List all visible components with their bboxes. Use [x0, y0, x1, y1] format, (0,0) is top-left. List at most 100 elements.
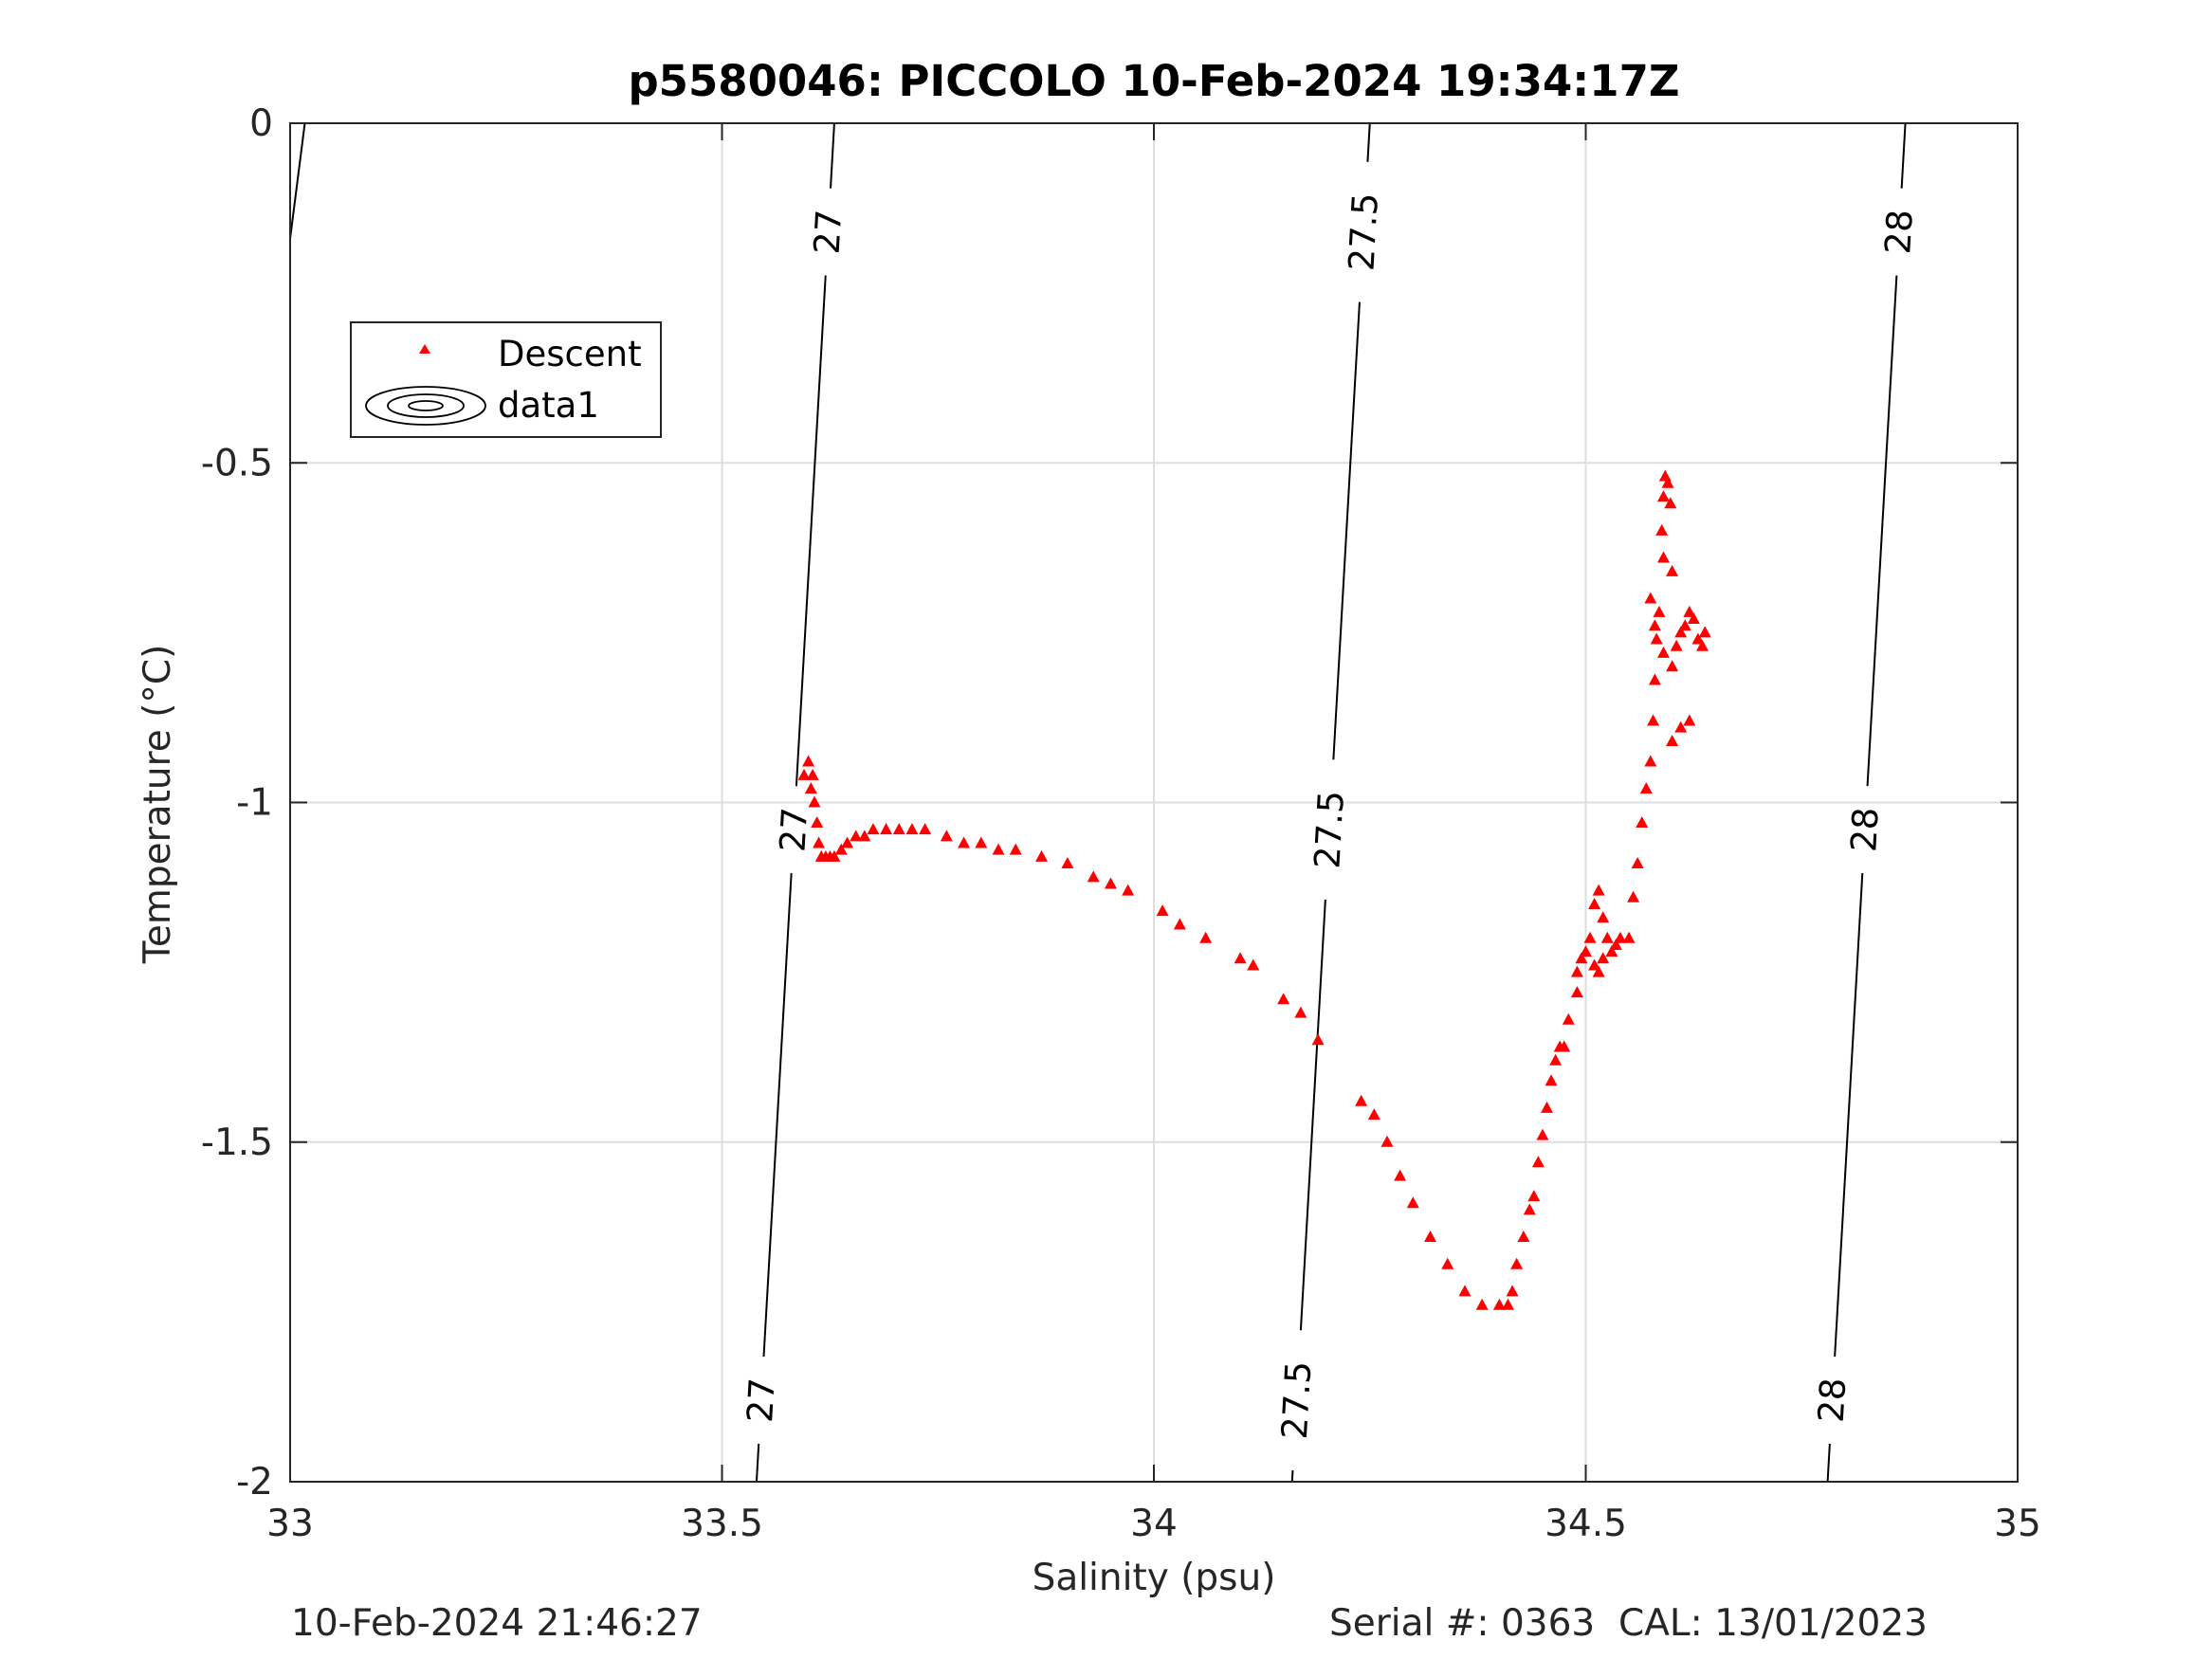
- x-tick-label: 33.5: [681, 1503, 763, 1545]
- descent-point: [958, 836, 971, 848]
- legend-data1-label: data1: [498, 385, 599, 426]
- descent-point: [1562, 1012, 1575, 1025]
- descent-point: [1527, 1190, 1541, 1202]
- contour-line: [1332, 301, 1361, 760]
- descent-point: [1541, 1101, 1554, 1113]
- contour-line: [1366, 122, 1371, 162]
- descent-point: [1666, 564, 1679, 576]
- descent-points: [797, 469, 1711, 1310]
- contour-line: [1834, 873, 1864, 1358]
- descent-point: [1687, 612, 1700, 625]
- descent-point: [1492, 1298, 1506, 1310]
- y-tick-label: 0: [249, 102, 273, 145]
- descent-point: [1247, 958, 1260, 971]
- descent-point: [1277, 993, 1290, 1005]
- descent-point: [797, 768, 811, 780]
- descent-point: [1698, 626, 1711, 638]
- contour-label: 27: [772, 806, 815, 852]
- descent-point: [1441, 1257, 1454, 1269]
- descent-point: [804, 782, 817, 794]
- descent-point: [1661, 476, 1674, 488]
- descent-point: [1588, 897, 1601, 909]
- descent-point: [1156, 904, 1169, 917]
- descent-point: [880, 823, 893, 835]
- descent-point: [802, 755, 815, 767]
- contour-line: [1866, 275, 1898, 787]
- descent-point: [1670, 639, 1683, 651]
- descent-point: [1122, 884, 1135, 896]
- contour-line: [289, 122, 306, 239]
- isopycnal-contours: 27 27 27 27.5 27.5 27.5 28 28 28: [289, 122, 1921, 1483]
- descent-point: [1549, 1053, 1563, 1066]
- descent-point: [1035, 849, 1049, 862]
- axis-ticks: [289, 122, 2019, 1483]
- descent-point: [850, 830, 863, 842]
- descent-point: [808, 795, 821, 808]
- descent-point: [1666, 660, 1679, 672]
- descent-point: [1666, 735, 1679, 747]
- descent-point: [1424, 1231, 1437, 1243]
- descent-point: [1648, 673, 1661, 685]
- contour-label: 27.5: [1274, 1360, 1320, 1441]
- descent-point: [1674, 720, 1688, 733]
- descent-point: [1570, 965, 1583, 977]
- contour-line: [795, 275, 827, 787]
- descent-point: [1523, 1203, 1536, 1215]
- descent-point: [1622, 931, 1636, 943]
- x-tick-label: 35: [1994, 1503, 2041, 1545]
- descent-point: [1199, 931, 1213, 943]
- y-tick-label: -2: [236, 1461, 273, 1504]
- descent-point: [1678, 619, 1691, 631]
- descent-point: [1558, 1040, 1571, 1052]
- descent-point: [1173, 918, 1186, 930]
- contour-label: 27.5: [1341, 191, 1386, 272]
- descent-point: [1627, 890, 1640, 902]
- descent-point: [1656, 490, 1670, 502]
- descent-point: [1517, 1231, 1530, 1243]
- contour-line: [1826, 1443, 1831, 1483]
- descent-point: [867, 823, 880, 835]
- descent-point: [1597, 952, 1610, 964]
- descent-point: [1600, 931, 1614, 943]
- chart-title: p5580046: PICCOLO 10-Feb-2024 19:34:17Z: [628, 56, 1679, 106]
- contour-label: 27.5: [1307, 790, 1352, 870]
- descent-point: [1506, 1285, 1519, 1297]
- x-tick-label: 34.5: [1545, 1503, 1627, 1545]
- x-axis-label: Salinity (psu): [1033, 1557, 1276, 1599]
- descent-point: [1580, 945, 1592, 957]
- x-tick-label: 34: [1130, 1503, 1178, 1545]
- contour-line: [1900, 122, 1907, 189]
- y-tick-label: -1.5: [201, 1121, 273, 1164]
- x-tick-label: 33: [266, 1503, 314, 1545]
- descent-point: [1648, 619, 1661, 631]
- descent-point: [1644, 592, 1657, 604]
- contour-label: 28: [1811, 1376, 1855, 1423]
- legend-box: [350, 321, 662, 438]
- descent-point: [1592, 884, 1605, 896]
- y-tick-label: -1: [236, 782, 273, 825]
- descent-point: [1656, 551, 1670, 563]
- descent-point: [858, 830, 871, 842]
- descent-point: [1087, 870, 1100, 883]
- y-tick-labels: -2 -1.5 -1 -0.5 0: [201, 102, 273, 1504]
- contour-label: 27: [740, 1376, 783, 1423]
- descent-point: [975, 836, 988, 848]
- descent-point: [1583, 931, 1597, 943]
- descent-point: [1631, 856, 1644, 868]
- descent-point: [834, 843, 848, 855]
- descent-point: [813, 836, 826, 848]
- descent-point: [1510, 1257, 1524, 1269]
- descent-point: [1104, 877, 1117, 889]
- contour-label: 28: [1877, 209, 1921, 255]
- descent-point: [1655, 523, 1669, 536]
- x-tick-labels: 33 33.5 34 34.5 35: [266, 1503, 2041, 1545]
- contour-line: [830, 122, 835, 189]
- descent-point: [806, 768, 819, 780]
- descent-point: [1644, 755, 1657, 767]
- y-tick-label: -0.5: [201, 442, 273, 484]
- descent-point: [1394, 1169, 1407, 1181]
- contour-line: [762, 873, 793, 1358]
- grid-lines: [290, 123, 2018, 1482]
- descent-point: [1294, 1006, 1307, 1018]
